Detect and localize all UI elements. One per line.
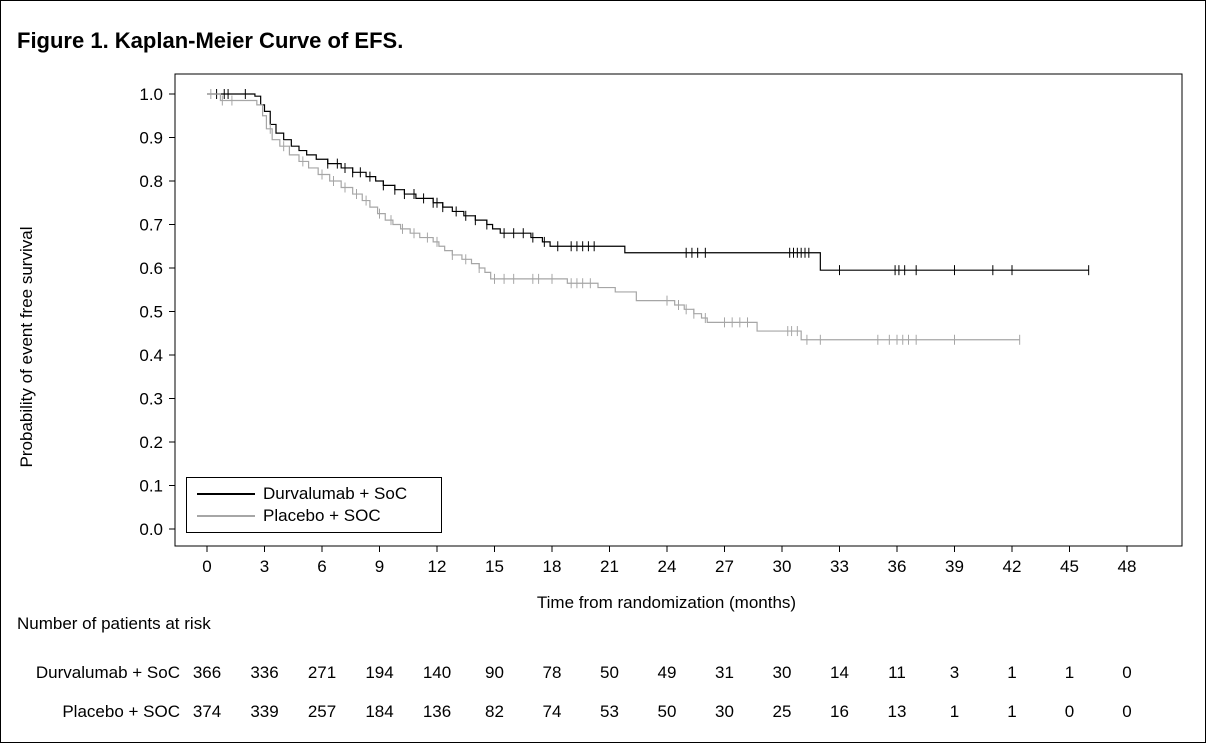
y-tick-label: 0.4: [139, 346, 163, 365]
risk-table-title: Number of patients at risk: [17, 614, 211, 633]
risk-count: 1: [1007, 663, 1017, 682]
plot-area: [174, 73, 1183, 547]
x-tick-label: 3: [260, 557, 269, 576]
risk-count: 366: [192, 663, 222, 682]
chart-legend: Durvalumab + SoC Placebo + SOC: [186, 477, 442, 533]
y-tick-label: 0.1: [139, 477, 163, 496]
legend-swatch-placebo: [197, 515, 255, 517]
risk-count: 16: [830, 702, 849, 721]
risk-count: 336: [250, 663, 279, 682]
risk-count: 339: [250, 702, 279, 721]
y-tick-label: 0.6: [139, 259, 163, 278]
x-tick-label: 24: [658, 557, 677, 576]
y-tick-label: 0.0: [139, 520, 163, 539]
risk-count: 0: [1122, 702, 1132, 721]
x-tick-label: 39: [945, 557, 964, 576]
risk-count: 11: [888, 663, 906, 682]
risk-count: 53: [600, 702, 619, 721]
x-tick-label: 36: [888, 557, 907, 576]
risk-row-label: Placebo + SOC: [62, 702, 180, 721]
risk-row-label: Durvalumab + SoC: [35, 663, 180, 682]
risk-count: 50: [657, 702, 677, 721]
risk-count: 194: [365, 663, 394, 682]
y-tick-label: 0.8: [139, 172, 163, 191]
x-tick-label: 0: [202, 557, 211, 576]
risk-count: 0: [1122, 663, 1132, 682]
km-curve-durvalumab: [207, 93, 1089, 271]
risk-count: 90: [485, 663, 504, 682]
y-tick-label: 0.2: [139, 433, 163, 452]
risk-count: 140: [422, 663, 452, 682]
risk-count: 1: [949, 702, 960, 721]
risk-count: 0: [1064, 702, 1075, 721]
risk-count: 78: [542, 663, 562, 682]
risk-count: 1: [1007, 702, 1017, 721]
risk-count: 184: [365, 702, 394, 721]
x-tick-label: 6: [317, 557, 326, 576]
x-tick-label: 18: [543, 557, 562, 576]
risk-count: 50: [600, 663, 619, 682]
risk-count: 31: [715, 663, 734, 682]
risk-count: 82: [485, 702, 504, 721]
x-tick-label: 9: [375, 557, 384, 576]
risk-count: 257: [307, 702, 337, 721]
risk-count: 3: [949, 663, 960, 682]
x-axis-label: Time from randomization (months): [537, 593, 796, 612]
x-tick-label: 33: [830, 557, 849, 576]
figure-title: Figure 1. Kaplan-Meier Curve of EFS.: [17, 28, 404, 53]
risk-count: 1: [1064, 663, 1075, 682]
legend-swatch-durvalumab: [197, 493, 255, 495]
y-tick-label: 0.5: [139, 303, 163, 322]
x-tick-label: 12: [428, 557, 447, 576]
legend-label-durvalumab: Durvalumab + SoC: [263, 484, 408, 503]
x-tick-label: 48: [1118, 557, 1137, 576]
x-tick-label: 15: [485, 557, 504, 576]
legend-entry-durvalumab: Durvalumab + SoC: [197, 484, 407, 504]
x-tick-label: 45: [1060, 557, 1079, 576]
y-tick-label: 0.9: [139, 129, 163, 148]
risk-count: 30: [772, 663, 792, 682]
y-axis-label: Probability of event free survival: [17, 227, 36, 468]
risk-count: 25: [772, 702, 792, 721]
risk-count: 49: [657, 663, 677, 682]
risk-count: 74: [542, 702, 562, 721]
x-tick-label: 30: [773, 557, 792, 576]
risk-count: 271: [307, 663, 337, 682]
risk-count: 374: [192, 702, 222, 721]
x-tick-label: 42: [1003, 557, 1022, 576]
risk-count: 14: [830, 663, 849, 682]
y-tick-label: 1.0: [139, 85, 163, 104]
x-tick-label: 21: [600, 557, 619, 576]
legend-entry-placebo: Placebo + SOC: [197, 506, 381, 526]
y-tick-label: 0.3: [139, 390, 163, 409]
km-curve-placebo: [207, 93, 1020, 341]
risk-count: 136: [422, 702, 452, 721]
x-tick-label: 27: [715, 557, 734, 576]
risk-count: 13: [887, 702, 907, 721]
legend-label-placebo: Placebo + SOC: [263, 506, 381, 525]
y-tick-label: 0.7: [139, 216, 163, 235]
risk-count: 30: [715, 702, 734, 721]
